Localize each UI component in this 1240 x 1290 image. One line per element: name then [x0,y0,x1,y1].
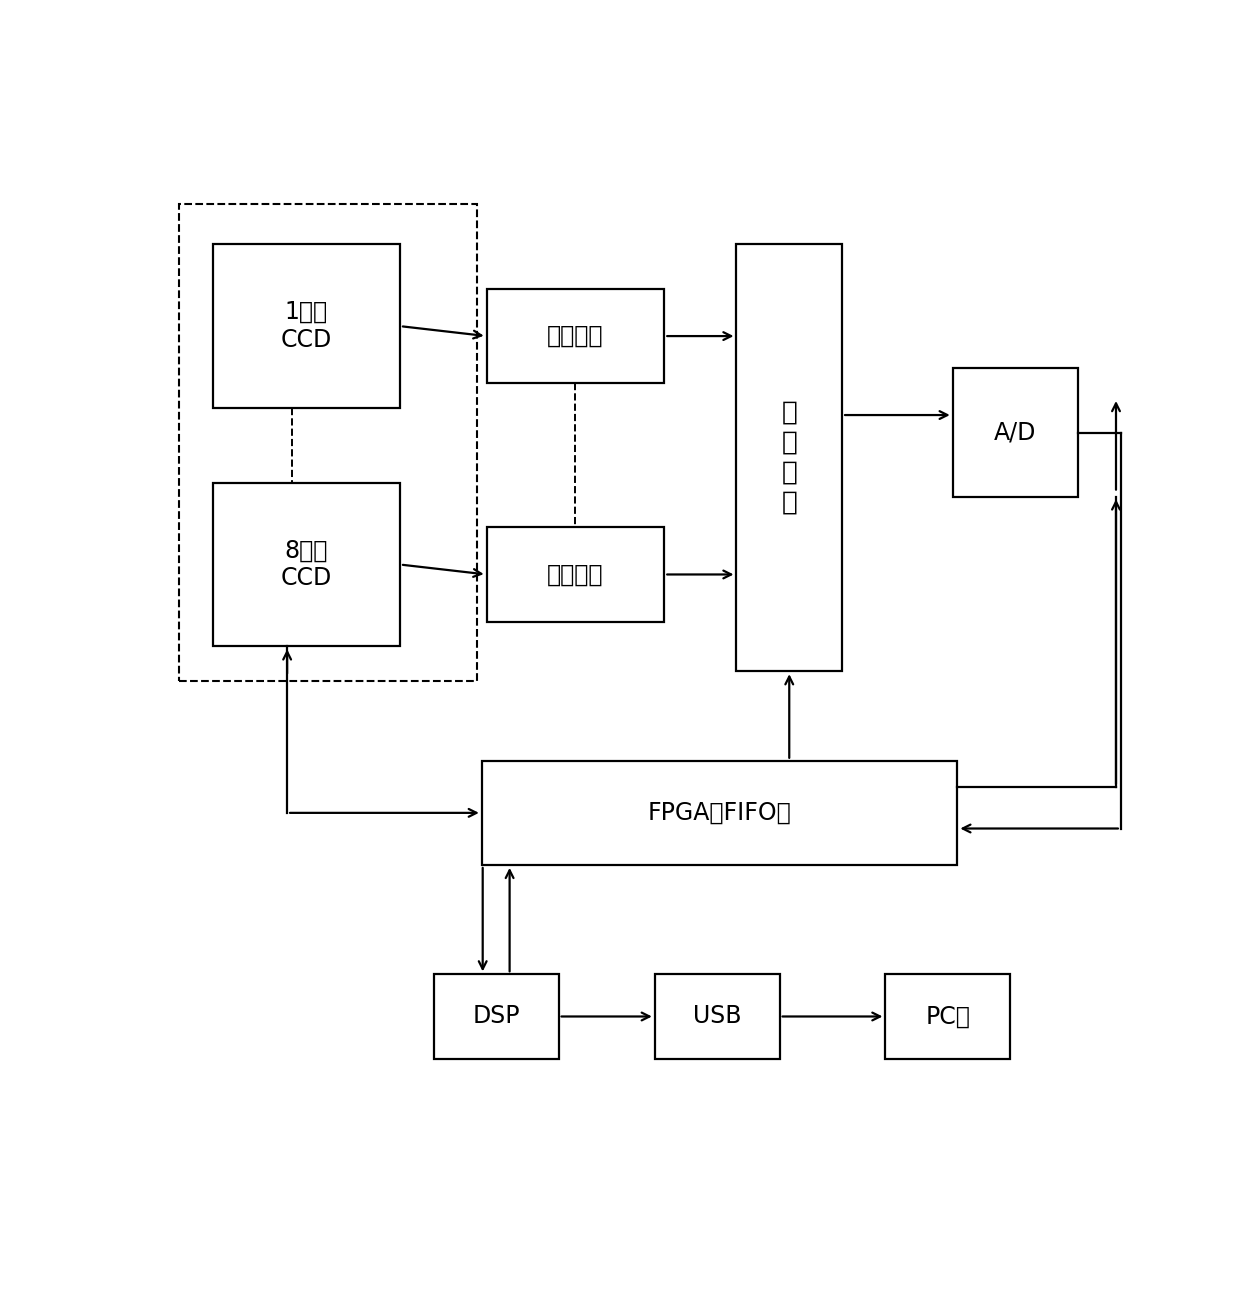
Bar [486,289,665,383]
Text: 1通道
CCD: 1通道 CCD [280,301,332,352]
Text: A/D: A/D [994,421,1037,445]
Text: USB: USB [693,1005,742,1028]
Bar [952,369,1078,498]
Bar [655,974,780,1059]
Bar [179,205,477,681]
Bar [213,244,401,408]
Bar [737,244,842,671]
Text: 模
拟
开
关: 模 拟 开 关 [781,400,797,516]
Bar [885,974,1011,1059]
Bar [486,528,665,622]
Text: PC机: PC机 [925,1005,970,1028]
Text: DSP: DSP [472,1005,520,1028]
Bar [481,761,957,866]
Text: 放大滤波: 放大滤波 [547,324,604,348]
Bar [213,482,401,646]
Bar [434,974,558,1059]
Text: 放大滤波: 放大滤波 [547,562,604,587]
Text: FPGA（FIFO）: FPGA（FIFO） [647,801,791,824]
Text: 8通道
CCD: 8通道 CCD [280,539,332,591]
